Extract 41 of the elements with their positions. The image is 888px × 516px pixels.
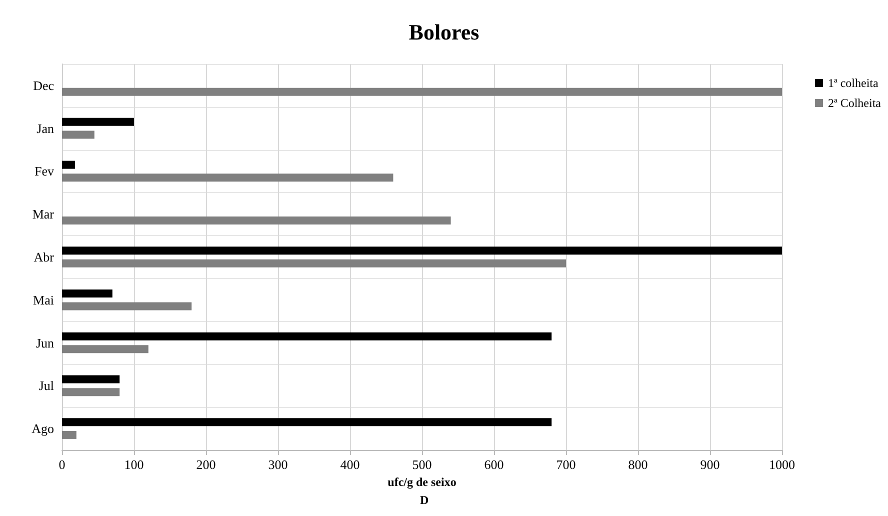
- legend-label: 1ª colheita: [828, 76, 879, 90]
- x-tick-label: 400: [340, 457, 360, 472]
- x-tick-label: 700: [556, 457, 576, 472]
- y-tick-label: Ago: [32, 421, 54, 436]
- y-tick-label: Dec: [33, 78, 54, 93]
- y-tick-label: Jun: [36, 335, 54, 350]
- bar: [62, 345, 148, 354]
- y-tick-label: Fev: [34, 164, 54, 179]
- x-tick-label: 0: [58, 457, 66, 472]
- bar: [62, 216, 451, 225]
- x-tick-label: 300: [268, 457, 288, 472]
- y-tick-label: Abr: [34, 250, 55, 264]
- y-tick-label: Mai: [33, 292, 54, 308]
- bar: [62, 174, 394, 182]
- bar: [62, 332, 552, 340]
- x-tick-label: 600: [484, 457, 504, 472]
- bar: [62, 289, 112, 298]
- x-tick-label: 1000: [769, 457, 795, 472]
- x-tick-label: 800: [628, 457, 648, 472]
- bar: [62, 88, 782, 96]
- x-tick-label: 900: [700, 457, 720, 472]
- bar: [62, 118, 134, 126]
- x-tick-label: 200: [196, 457, 216, 472]
- bar: [62, 246, 782, 255]
- text: D: [420, 493, 429, 507]
- y-tick-label: Jan: [36, 120, 54, 136]
- bar: [62, 302, 192, 310]
- bar: [62, 375, 120, 384]
- bar: [62, 259, 566, 268]
- x-axis-title: ufc/g de seixo: [388, 474, 456, 489]
- legend-label: 2ª Colheita: [828, 96, 882, 110]
- bar: [62, 130, 94, 139]
- y-tick-label: Jul: [38, 378, 54, 394]
- bar: [62, 418, 552, 426]
- y-tick-label: Mar: [32, 206, 55, 222]
- bar: [62, 388, 120, 396]
- bar: [62, 160, 75, 169]
- x-tick-label: 500: [412, 457, 432, 472]
- chart-title: Bolores: [408, 20, 480, 44]
- x-tick-label: 100: [124, 457, 144, 472]
- bar: [62, 430, 76, 439]
